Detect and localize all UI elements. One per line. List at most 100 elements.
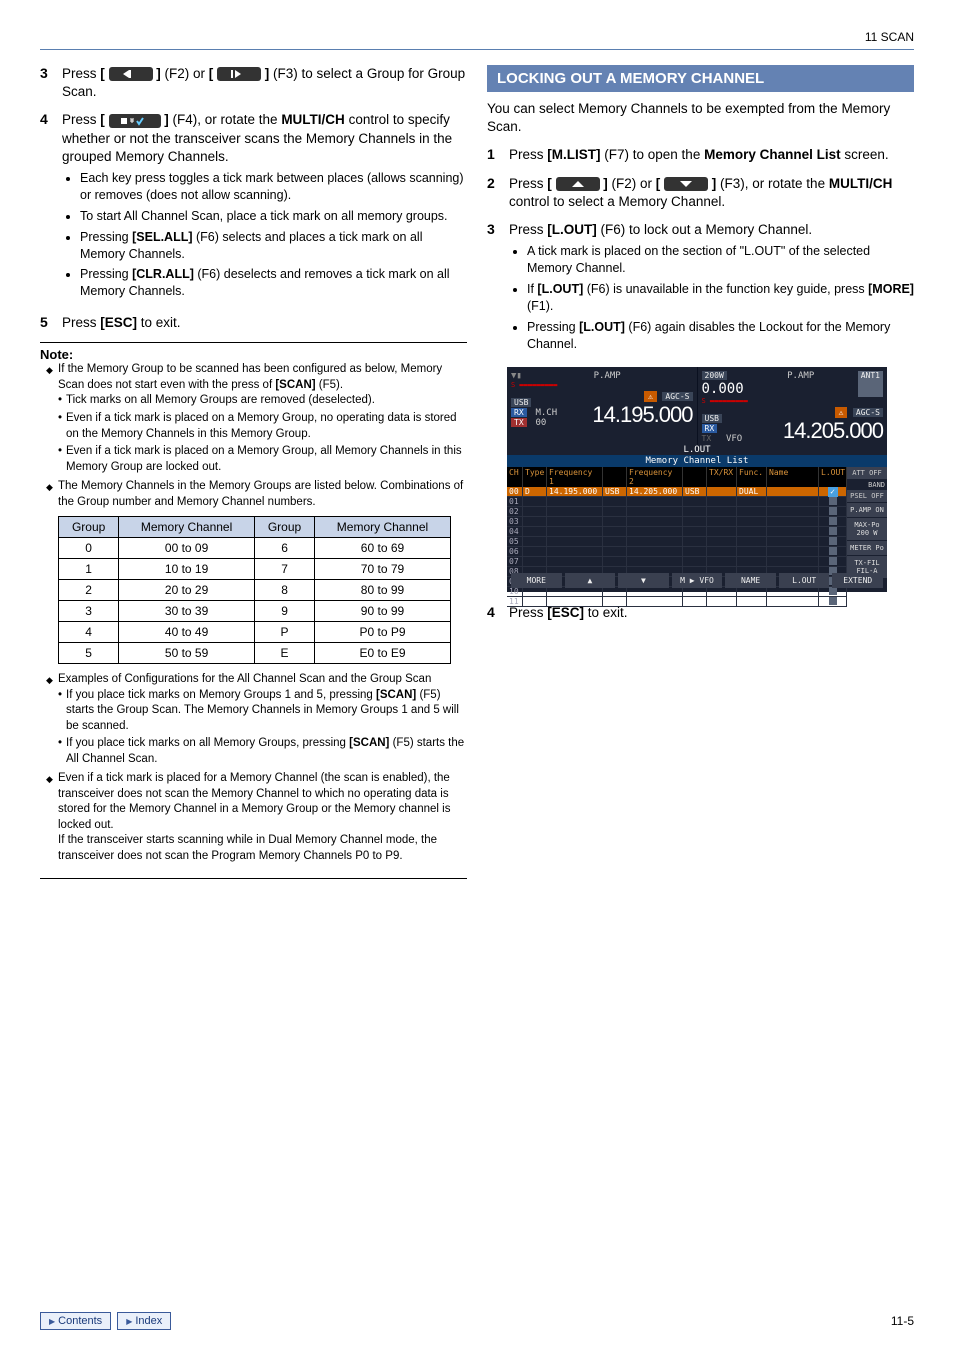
scr-row: 11 xyxy=(507,597,847,607)
contents-button[interactable]: Contents xyxy=(40,1312,111,1330)
step-body: Press [ ] (F4), or rotate the MULTI/CH c… xyxy=(62,111,467,304)
step-5: 5 Press [ESC] to exit. xyxy=(40,314,467,332)
scr-pwrlabel: 200W xyxy=(702,371,727,380)
step-1: 1 Press [M.LIST] (F7) to open the Memory… xyxy=(487,146,914,164)
index-button[interactable]: Index xyxy=(117,1312,171,1330)
intro: You can select Memory Channels to be exe… xyxy=(487,100,914,136)
td: E0 to E9 xyxy=(315,643,451,664)
bottom-button: EXTEND xyxy=(832,573,883,588)
note-list-2: Examples of Configurations for the All C… xyxy=(46,672,467,864)
th: Memory Channel xyxy=(119,517,255,538)
scr-agc: AGC-S xyxy=(662,392,692,401)
main-columns: 3 Press [ ] (F2) or [ ] (F3) to select a… xyxy=(40,65,914,887)
th: Group xyxy=(254,517,314,538)
td: 8 xyxy=(254,580,314,601)
header-section: 11 SCAN xyxy=(40,30,914,44)
note-text: If the Memory Group to be scanned has be… xyxy=(58,363,442,391)
td: 3 xyxy=(59,601,119,622)
step-num: 4 xyxy=(40,111,62,304)
step-num: 2 xyxy=(487,175,509,211)
scr-agc2: AGC-S xyxy=(853,408,883,417)
scr-freq1: 14.195.000 xyxy=(592,402,692,427)
note-sub: If you place tick marks on Memory Groups… xyxy=(58,688,467,768)
step-3: 3 Press [ ] (F2) or [ ] (F3) to select a… xyxy=(40,65,467,101)
step-num: 5 xyxy=(40,314,62,332)
th: Group xyxy=(59,517,119,538)
side-button: P.AMP ON xyxy=(847,503,887,517)
side-att: ATT OFF xyxy=(847,467,887,479)
scr-colhead: CH Type Frequency 1 Frequency 2 TX/RX Fu… xyxy=(507,467,847,487)
scr-mchnum: 00 xyxy=(535,418,546,428)
td: 50 to 59 xyxy=(119,643,255,664)
note-body: If the Memory Group to be scanned has be… xyxy=(40,362,467,879)
step-2: 2 Press [ ] (F2) or [ ] (F3), or rotate … xyxy=(487,175,914,211)
step-body: Press [ ] (F2) or [ ] (F3), or rotate th… xyxy=(509,175,914,211)
step-3: 3 Press [L.OUT] (F6) to lock out a Memor… xyxy=(487,221,914,356)
td: 20 to 29 xyxy=(119,580,255,601)
scr-lout-label: L.OUT xyxy=(507,445,887,455)
left-column: 3 Press [ ] (F2) or [ ] (F3) to select a… xyxy=(40,65,467,887)
bullet: Each key press toggles a tick mark betwe… xyxy=(80,170,467,204)
td: 7 xyxy=(254,559,314,580)
scr-row: 00D14.195.000USB14.205.000USBDUAL✓ xyxy=(507,487,847,497)
bottom-button: L.OUT xyxy=(779,573,830,588)
scr-usb: USB xyxy=(511,398,531,407)
note-item: Examples of Configurations for the All C… xyxy=(46,672,467,767)
td: 30 to 39 xyxy=(119,601,255,622)
td: 6 xyxy=(254,538,314,559)
table-body: 000 to 09660 to 69110 to 19770 to 79220 … xyxy=(59,538,451,664)
td: 10 to 19 xyxy=(119,559,255,580)
scr-row: 07 xyxy=(507,557,847,567)
page-number: 11-5 xyxy=(891,1314,914,1328)
scr-row: 06 xyxy=(507,547,847,557)
bottom-button: M ▶ VFO xyxy=(672,573,723,588)
footer-buttons: Contents Index xyxy=(40,1312,171,1330)
td: 60 to 69 xyxy=(315,538,451,559)
step-num: 4 xyxy=(487,604,509,622)
td: 0 xyxy=(59,538,119,559)
note-sub-item: Tick marks on all Memory Groups are remo… xyxy=(58,393,467,409)
note-list: If the Memory Group to be scanned has be… xyxy=(46,362,467,510)
table-row: 550 to 59EE0 to E9 xyxy=(59,643,451,664)
step-body: Press [L.OUT] (F6) to lock out a Memory … xyxy=(509,221,914,356)
right-column: LOCKING OUT A MEMORY CHANNEL You can sel… xyxy=(487,65,914,887)
side-band: BAND xyxy=(847,480,887,490)
step-num: 3 xyxy=(487,221,509,356)
side-psel: PSEL OFF xyxy=(847,490,887,502)
table-header-row: Group Memory Channel Group Memory Channe… xyxy=(59,517,451,538)
bullet: If [L.OUT] (F6) is unavailable in the fu… xyxy=(527,281,914,315)
note-label: Note: xyxy=(40,342,467,362)
table-row: 220 to 29880 to 99 xyxy=(59,580,451,601)
header-rule xyxy=(40,49,914,50)
note-sub-item: Even if a tick mark is placed on a Memor… xyxy=(58,411,467,442)
table-row: 440 to 49PP0 to P9 xyxy=(59,622,451,643)
scr-row: 03 xyxy=(507,517,847,527)
bullet: A tick mark is placed on the section of … xyxy=(527,243,914,277)
step-body: Press [ESC] to exit. xyxy=(62,314,467,332)
scr-bottom: MORE▲▼M ▶ VFONAMEL.OUTEXTEND xyxy=(511,573,883,588)
note-sub-item: If you place tick marks on Memory Groups… xyxy=(58,688,467,735)
td: E xyxy=(254,643,314,664)
note-sub-item: Even if a tick mark is placed on a Memor… xyxy=(58,444,467,475)
bottom-button: ▼ xyxy=(618,573,669,588)
step4-bullets: Each key press toggles a tick mark betwe… xyxy=(74,170,467,300)
td: 70 to 79 xyxy=(315,559,451,580)
scr-row: 01 xyxy=(507,497,847,507)
step-4: 4 Press [ ] (F4), or rotate the MULTI/CH… xyxy=(40,111,467,304)
step3-bullets: A tick mark is placed on the section of … xyxy=(521,243,914,352)
bottom-button: MORE xyxy=(511,573,562,588)
side-button: MAX-Po 200 W xyxy=(847,518,887,540)
scr-row: 05 xyxy=(507,537,847,547)
td: 2 xyxy=(59,580,119,601)
scr-ant: ANT1 xyxy=(858,371,883,397)
step-body: Press [ ] (F2) or [ ] (F3) to select a G… xyxy=(62,65,467,101)
bullet: Pressing [L.OUT] (F6) again disables the… xyxy=(527,319,914,353)
memory-list-screenshot: ▼▮ P.AMP S ▬▬▬▬▬▬▬▬▬ USB RXTX M.CH 00 ⚠ … xyxy=(507,367,887,592)
note-sub: Tick marks on all Memory Groups are remo… xyxy=(58,393,467,475)
scr-pwr: 0.000 xyxy=(702,381,744,397)
note-item: The Memory Channels in the Memory Groups… xyxy=(46,479,467,510)
scr-side-list: P.AMP ONMAX-Po 200 WMETER PoTX-FIL FIL-A xyxy=(847,503,887,578)
scr-row: 10 xyxy=(507,587,847,597)
note-item: Even if a tick mark is placed for a Memo… xyxy=(46,771,467,864)
scr-list-title: Memory Channel List xyxy=(507,455,887,467)
